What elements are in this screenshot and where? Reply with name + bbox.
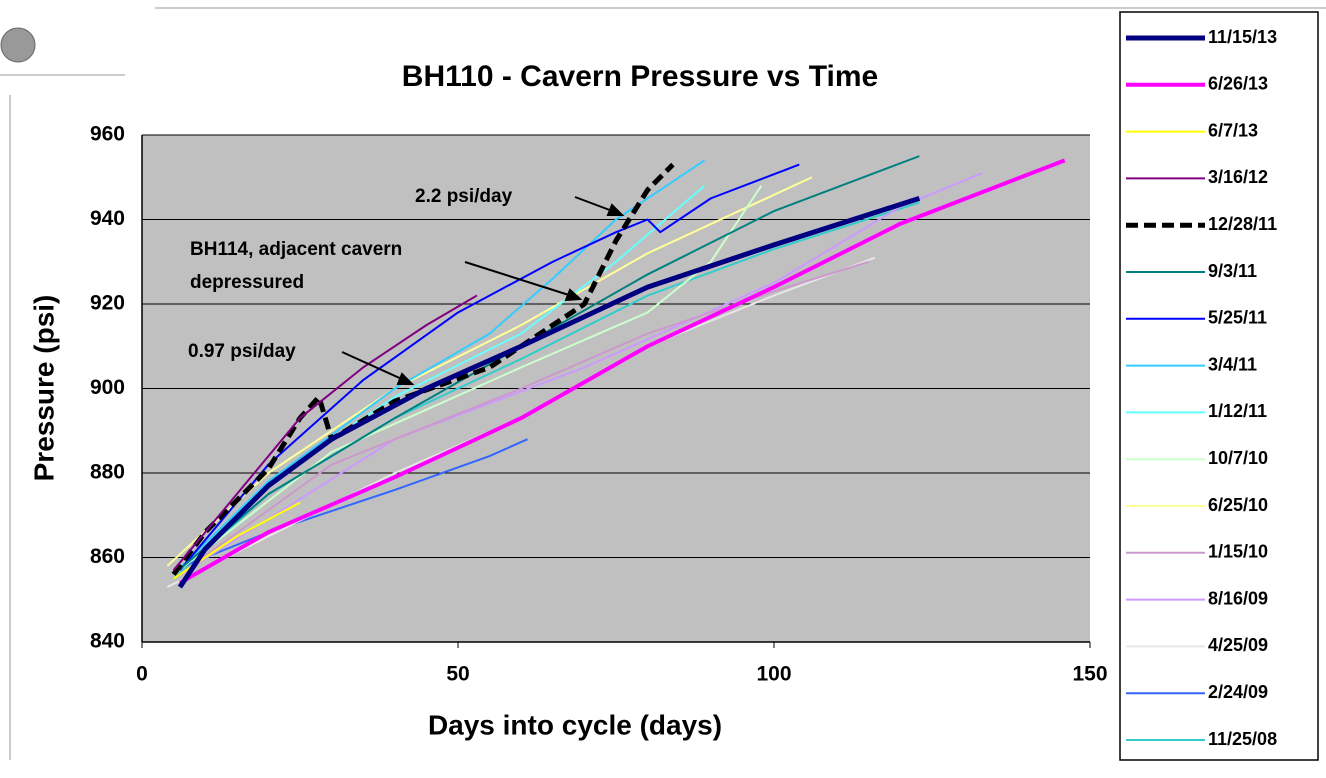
legend-label: 8/16/09	[1208, 588, 1268, 608]
y-tick-label: 840	[90, 630, 125, 653]
y-tick-label: 920	[90, 292, 125, 315]
legend-label: 11/15/13	[1208, 27, 1277, 47]
series-line	[177, 195, 921, 589]
legend-label: 1/12/11	[1208, 401, 1267, 421]
logo	[0, 27, 36, 63]
legend-label: 12/28/11	[1208, 214, 1277, 234]
legend-label: 6/26/13	[1208, 74, 1268, 94]
annotation-arrows	[341, 196, 625, 385]
annotation: 0.97 psi/day	[188, 341, 296, 362]
x-tick-label: 50	[446, 663, 469, 686]
series-line	[173, 438, 528, 572]
y-tick-label: 860	[90, 545, 125, 568]
y-tick-label: 960	[90, 123, 125, 146]
series-line	[173, 260, 870, 580]
legend-label: 4/25/09	[1208, 635, 1268, 655]
series-line	[172, 294, 478, 571]
x-tick-label: 0	[136, 663, 148, 686]
legend-label: 6/25/10	[1208, 495, 1268, 515]
legend-label: 3/4/11	[1208, 354, 1257, 374]
x-tick-label: 100	[756, 663, 791, 686]
legend-label: 11/25/08	[1208, 729, 1277, 749]
legend-label: 1/15/10	[1208, 542, 1268, 562]
series-line	[178, 158, 1066, 585]
legend-label: 2/24/09	[1208, 682, 1268, 702]
y-tick-label: 900	[90, 376, 125, 399]
annotation: 2.2 psi/day	[415, 186, 513, 207]
y-axis-label: Pressure (psi)	[28, 295, 59, 482]
legend-label: 9/3/11	[1208, 261, 1257, 281]
chart-title: BH110 - Cavern Pressure vs Time	[402, 60, 878, 93]
legend-label: 10/7/10	[1208, 448, 1268, 468]
annotation: BH114, adjacent cavern	[190, 239, 402, 260]
legend-label: 5/25/11	[1208, 308, 1267, 328]
x-axis-label: Days into cycle (days)	[428, 709, 722, 740]
annotation: depressured	[190, 272, 304, 293]
x-tick-label: 150	[1072, 663, 1107, 686]
series-line	[172, 159, 706, 576]
y-tick-label: 940	[90, 207, 125, 230]
y-tick-label: 880	[90, 461, 125, 484]
legend-label: 6/7/13	[1208, 120, 1258, 140]
legend	[1119, 11, 1319, 761]
legend-label: 3/16/12	[1208, 167, 1268, 187]
series-line	[179, 163, 800, 571]
